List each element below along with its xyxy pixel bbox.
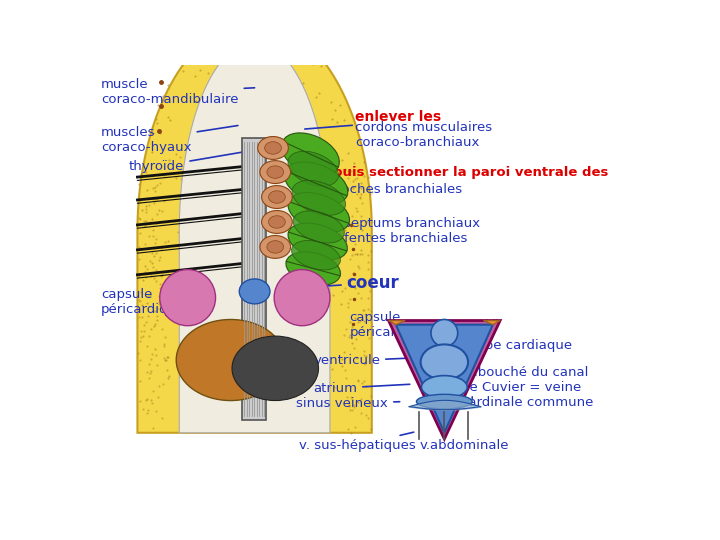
Ellipse shape — [288, 223, 347, 260]
Polygon shape — [389, 321, 500, 439]
Text: capsule
péricardique: capsule péricardique — [101, 288, 202, 316]
Text: sinus veineux: sinus veineux — [297, 397, 400, 410]
Polygon shape — [396, 325, 493, 433]
Ellipse shape — [269, 191, 285, 203]
Ellipse shape — [420, 345, 468, 380]
Ellipse shape — [421, 376, 467, 399]
Ellipse shape — [265, 141, 282, 154]
Ellipse shape — [239, 279, 270, 304]
Ellipse shape — [431, 320, 458, 347]
Ellipse shape — [258, 137, 289, 159]
Ellipse shape — [267, 166, 284, 178]
Ellipse shape — [260, 160, 291, 184]
Ellipse shape — [160, 269, 215, 326]
Text: enlever les: enlever les — [355, 110, 441, 124]
Text: arc VI: arc VI — [461, 318, 499, 331]
Text: v. sus-hépatiques: v. sus-hépatiques — [300, 432, 416, 452]
Ellipse shape — [416, 394, 472, 409]
Text: septums branchiaux
fentes branchiales: septums branchiaux fentes branchiales — [307, 217, 480, 245]
Ellipse shape — [232, 336, 318, 401]
Polygon shape — [389, 321, 405, 325]
Ellipse shape — [274, 269, 330, 326]
Text: ventricule: ventricule — [313, 354, 411, 367]
Ellipse shape — [284, 162, 348, 205]
Polygon shape — [483, 321, 500, 325]
Text: poches branchiales: poches branchiales — [333, 183, 462, 196]
Text: capsule
péricardique: capsule péricardique — [349, 310, 433, 339]
Ellipse shape — [261, 186, 292, 208]
Ellipse shape — [288, 193, 349, 232]
Ellipse shape — [293, 211, 344, 243]
Ellipse shape — [282, 133, 339, 176]
Text: cordons musculaires
coraco-branchiaux: cordons musculaires coraco-branchiaux — [355, 122, 492, 150]
Text: bulbe cardiaque: bulbe cardiaque — [454, 332, 572, 352]
Ellipse shape — [292, 180, 346, 215]
Text: atrium: atrium — [313, 382, 410, 395]
Ellipse shape — [286, 252, 341, 285]
Ellipse shape — [267, 241, 284, 253]
Polygon shape — [138, 21, 372, 433]
Text: puis sectionner la paroi ventrale des: puis sectionner la paroi ventrale des — [333, 166, 608, 179]
Text: thyroïde: thyroïde — [129, 151, 252, 173]
Text: coeur: coeur — [307, 274, 400, 292]
Bar — [242, 138, 266, 420]
Ellipse shape — [260, 235, 291, 258]
Ellipse shape — [261, 211, 292, 233]
Text: muscles
coraco-hyaux: muscles coraco-hyaux — [101, 125, 238, 154]
Ellipse shape — [292, 240, 341, 270]
Text: débouché du canal
de Cuvier = veine
cardinale commune: débouché du canal de Cuvier = veine card… — [461, 366, 593, 409]
Text: v.abdominale: v.abdominale — [419, 434, 509, 452]
Ellipse shape — [269, 216, 285, 228]
Ellipse shape — [176, 320, 285, 401]
Text: muscle
coraco-mandibulaire: muscle coraco-mandibulaire — [101, 78, 255, 106]
Polygon shape — [179, 42, 330, 433]
Ellipse shape — [288, 151, 338, 186]
